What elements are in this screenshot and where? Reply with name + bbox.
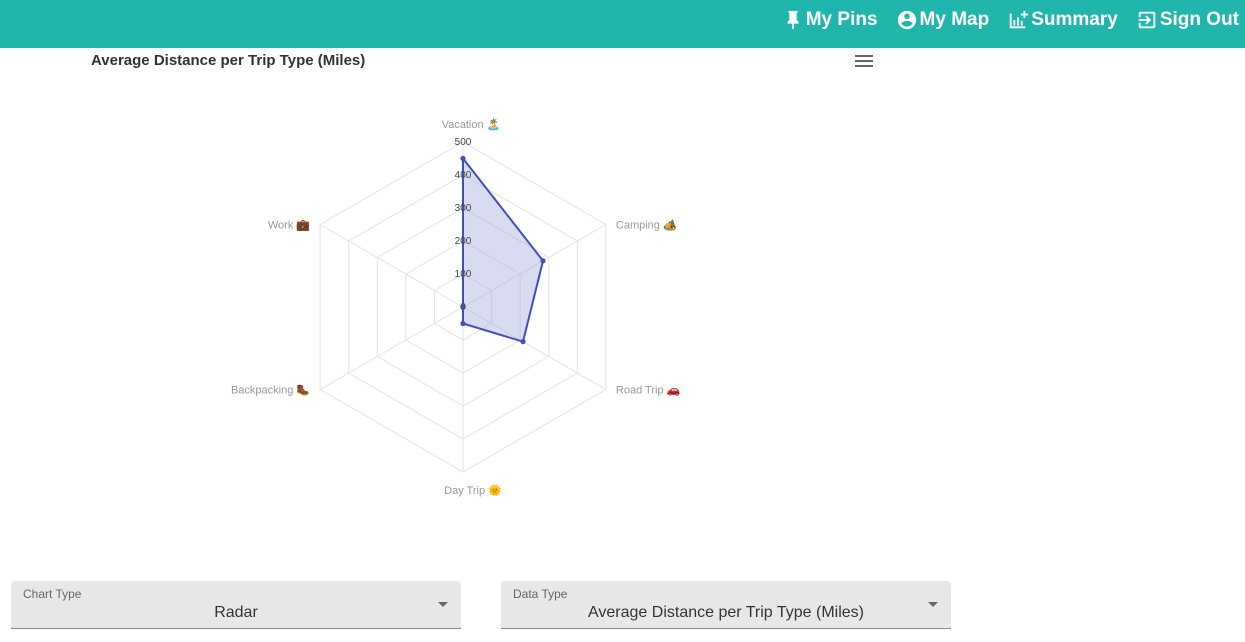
chart-type-label: Chart Type	[23, 587, 82, 601]
tick-label-300: 300	[455, 203, 472, 214]
axis-spoke-2	[462, 306, 607, 390]
data-type-label: Data Type	[513, 587, 568, 601]
data-point-0	[460, 155, 466, 162]
nav-summary-label: Summary	[1031, 9, 1118, 30]
nav-summary[interactable]: Summary	[1007, 9, 1118, 31]
category-label-1: Camping 🏕️	[616, 219, 677, 232]
sign-out-icon	[1138, 11, 1156, 29]
chart-plus-icon	[1009, 10, 1029, 29]
data-point-1	[540, 258, 546, 264]
category-label-4: Backpacking 🥾	[231, 385, 310, 397]
chevron-down-icon	[438, 602, 448, 607]
nav-sign-out[interactable]: Sign Out	[1136, 9, 1239, 31]
chevron-down-icon	[928, 602, 938, 607]
chart-type-select[interactable]: Chart Type Radar	[11, 581, 461, 629]
category-label-0: Vacation 🏝️	[442, 118, 501, 131]
nav-my-pins[interactable]: My Pins	[782, 9, 878, 31]
radar-chart: 0 100 200 300 400 500 Vacation 🏝️ Camping 🏕️ Roa…	[231, 118, 681, 497]
axis-spoke-4	[319, 306, 464, 390]
data-type-select[interactable]: Data Type Average Distance per Trip Type…	[501, 581, 951, 629]
tick-label-200: 200	[455, 236, 472, 247]
category-label-2: Road Trip 🚗	[616, 385, 681, 397]
nav-menu: My Pins My Map Summary Sign Out	[764, 0, 1239, 40]
data-type-value: Average Distance per Trip Type (Miles)	[588, 604, 864, 621]
nav-my-pins-label: My Pins	[805, 9, 878, 30]
tick-label-100: 100	[455, 269, 472, 280]
data-point-2	[520, 339, 526, 345]
chart-title: Average Distance per Trip Type (Miles)	[91, 52, 366, 69]
axis-spoke-1	[462, 224, 607, 308]
chart-type-value: Radar	[214, 604, 258, 621]
category-label-5: Work 💼	[268, 220, 311, 232]
data-point-3	[460, 320, 466, 327]
data-point-5	[460, 304, 466, 310]
axis-spoke-5	[319, 224, 464, 308]
category-label-3: Day Trip 🌞	[444, 483, 502, 497]
pin-icon	[787, 10, 799, 30]
top-app-bar: My Pins My Map Summary Sign Out	[0, 0, 1245, 48]
nav-sign-out-label: Sign Out	[1159, 9, 1239, 30]
series-area	[462, 155, 545, 343]
nav-my-map[interactable]: My Map	[896, 9, 990, 31]
tick-label-0: 0	[460, 302, 466, 313]
nav-my-map-label: My Map	[919, 9, 990, 30]
tick-label-400: 400	[455, 170, 472, 181]
chart-menu-icon[interactable]	[854, 53, 874, 69]
account-circle-icon	[897, 10, 916, 30]
tick-label-500: 500	[455, 137, 472, 148]
